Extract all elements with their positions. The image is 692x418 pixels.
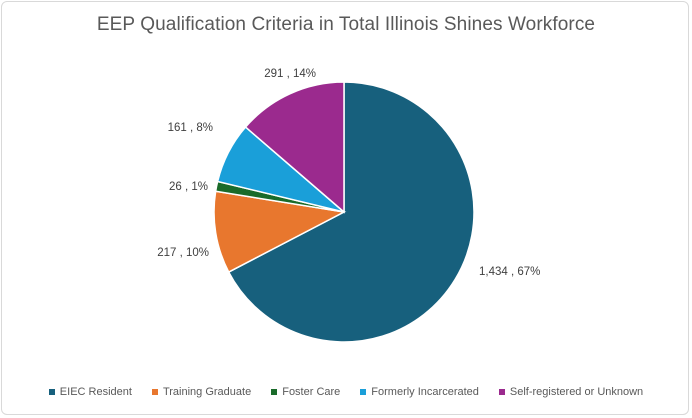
legend-item: Formerly Incarcerated — [360, 386, 479, 398]
legend-item: EIEC Resident — [48, 386, 132, 398]
legend-label: EIEC Resident — [59, 386, 132, 398]
legend-swatch — [151, 389, 158, 395]
chart-legend: EIEC Resident Training Graduate Foster C… — [0, 383, 692, 401]
legend-label: Self-registered or Unknown — [509, 386, 644, 398]
data-label: 1,434 , 67% — [479, 266, 540, 278]
data-label: 291 , 14% — [264, 68, 316, 80]
pie-slice — [213, 190, 347, 274]
legend-swatch — [271, 389, 278, 395]
legend-swatch — [360, 389, 367, 395]
legend-item: Self-registered or Unknown — [498, 386, 644, 398]
data-label: 217 , 10% — [157, 247, 209, 259]
chart-title: EEP Qualification Criteria in Total Illi… — [96, 14, 596, 35]
legend-swatch — [498, 389, 505, 395]
legend-item: Foster Care — [271, 386, 340, 398]
legend-label: Training Graduate — [162, 386, 252, 398]
legend-swatch — [48, 389, 55, 395]
data-label: 26 , 1% — [169, 181, 208, 193]
legend-label: Formerly Incarcerated — [371, 386, 479, 398]
legend-label: Foster Care — [282, 386, 341, 398]
data-label: 161 , 8% — [168, 122, 213, 134]
pie-slice — [244, 81, 345, 214]
pie-slice — [227, 81, 475, 343]
legend-item: Training Graduate — [151, 386, 252, 398]
